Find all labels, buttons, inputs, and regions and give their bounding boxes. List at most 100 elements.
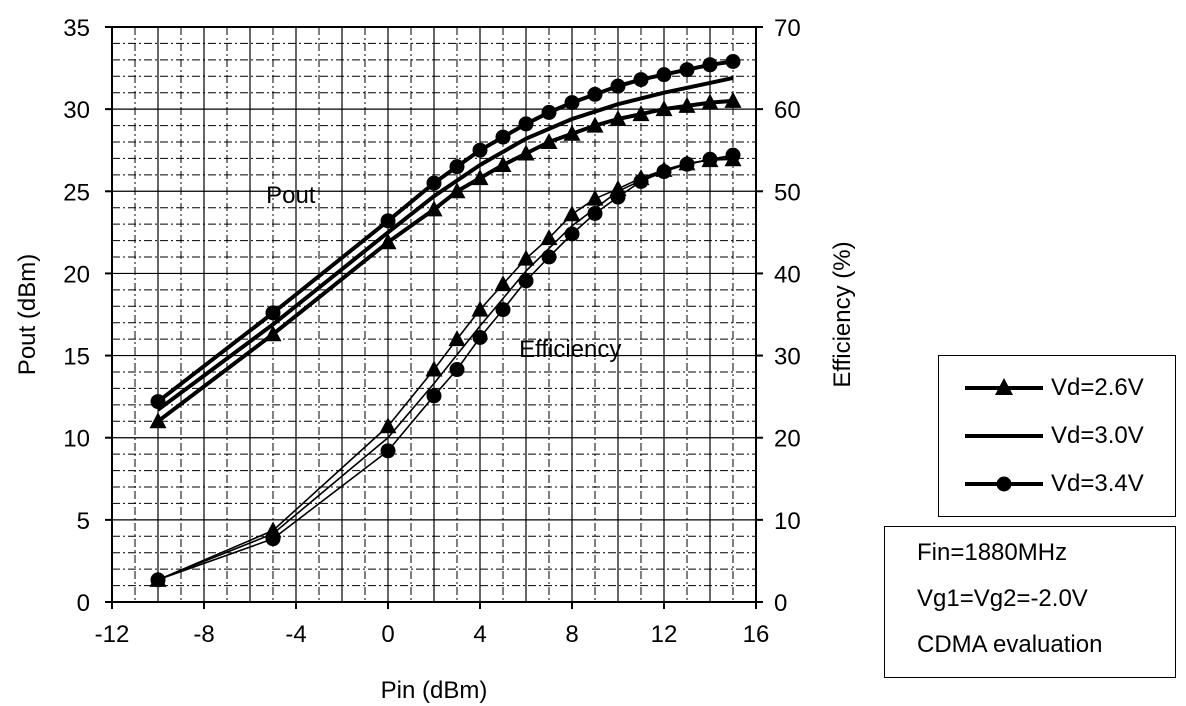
x-tick-label: 0 <box>381 621 394 648</box>
data-point-circle <box>449 362 465 378</box>
data-point-circle <box>380 443 396 459</box>
data-point-triangle <box>448 330 466 347</box>
x-tick-label: 16 <box>743 621 770 648</box>
data-point-triangle <box>471 169 489 186</box>
data-point-triangle <box>724 91 742 108</box>
data-point-circle <box>656 67 672 83</box>
data-point-circle <box>380 213 396 229</box>
circle-marker-icon <box>965 476 1043 492</box>
data-point-circle <box>472 142 488 158</box>
data-point-triangle <box>448 182 466 199</box>
y-left-tick-label: 0 <box>77 590 90 617</box>
data-point-circle <box>541 104 557 120</box>
data-point-circle <box>150 572 166 588</box>
series-line-efficiency-Vd-3-4V <box>157 154 734 581</box>
data-point-circle <box>679 156 695 172</box>
x-tick-label: -12 <box>95 621 130 648</box>
data-point-circle <box>426 388 442 404</box>
y-right-tick-label: 70 <box>774 15 801 42</box>
y-right-tick-label: 60 <box>774 97 801 124</box>
data-point-circle <box>518 116 534 132</box>
legend-label: Vd=3.4V <box>1051 470 1144 497</box>
data-point-triangle <box>678 96 696 113</box>
data-point-triangle <box>563 205 581 222</box>
data-point-triangle <box>494 156 512 172</box>
data-point-triangle <box>517 144 535 161</box>
data-point-circle <box>725 54 741 69</box>
line-marker-icon <box>965 434 1043 438</box>
data-point-circle <box>610 189 626 205</box>
data-point-triangle <box>586 189 604 206</box>
y-left-tick-label: 5 <box>77 508 90 535</box>
data-point-circle <box>564 95 580 111</box>
data-point-circle <box>702 57 718 73</box>
series-line-pout-Vd-3-0V <box>156 75 734 412</box>
data-point-triangle <box>379 233 397 250</box>
data-point-triangle <box>540 229 558 246</box>
data-point-circle <box>265 305 281 321</box>
condition-evaluation: CDMA evaluation <box>917 631 1103 658</box>
x-axis-title: Pin (dBm) <box>381 677 488 704</box>
y-right-tick-label: 40 <box>774 261 801 288</box>
data-point-circle <box>472 330 488 345</box>
data-point-triangle <box>425 360 443 377</box>
data-point-circle <box>587 205 603 221</box>
data-point-triangle <box>609 110 627 126</box>
data-point-circle <box>679 62 695 78</box>
data-point-circle <box>564 226 580 242</box>
data-point-triangle <box>425 200 443 217</box>
data-point-triangle <box>149 412 167 429</box>
legend-entry-vd-3-0: Vd=3.0V <box>939 416 1175 456</box>
data-point-circle <box>587 86 603 102</box>
y-right-tick-label: 30 <box>774 344 801 371</box>
data-point-triangle <box>264 325 282 342</box>
data-point-triangle <box>586 116 604 133</box>
condition-frequency: Fin=1880MHz <box>917 539 1068 566</box>
plot-frame <box>111 26 757 603</box>
data-point-circle <box>541 249 557 265</box>
legend: Vd=2.6V Vd=3.0V Vd=3.4V <box>938 355 1176 517</box>
x-tick-label: -4 <box>285 621 306 648</box>
data-point-triangle <box>494 275 512 292</box>
data-point-triangle <box>471 300 489 317</box>
annotation-pout: Pout <box>266 182 316 209</box>
y-right-tick-label: 20 <box>774 426 801 453</box>
data-point-triangle <box>632 105 650 122</box>
legend-label: Vd=3.0V <box>1051 422 1144 449</box>
data-point-circle <box>495 302 511 318</box>
condition-gate-bias: Vg1=Vg2=-2.0V <box>917 585 1088 612</box>
data-point-triangle <box>655 100 673 117</box>
x-tick-label: 8 <box>565 621 578 648</box>
data-point-circle <box>150 394 166 410</box>
y-left-tick-label: 15 <box>63 344 90 371</box>
data-point-circle <box>725 147 741 163</box>
data-point-circle <box>633 72 649 88</box>
data-point-circle <box>449 159 465 175</box>
y-left-tick-label: 20 <box>63 261 90 288</box>
data-point-circle <box>610 78 626 94</box>
data-point-circle <box>633 173 649 189</box>
data-point-circle <box>702 151 718 167</box>
data-point-triangle <box>563 124 581 141</box>
series-line-pout-Vd-2-6V <box>156 98 734 423</box>
data-point-circle <box>495 129 511 145</box>
x-tick-label: 4 <box>473 621 486 648</box>
series-line-efficiency-Vd-3-0V <box>157 156 734 581</box>
data-point-triangle <box>379 417 397 434</box>
y-left-tick-label: 25 <box>63 179 90 206</box>
y-left-tick-label: 30 <box>63 97 90 124</box>
legend-entry-vd-3-4: Vd=3.4V <box>939 464 1175 504</box>
y-right-tick-label: 50 <box>774 179 801 206</box>
legend-label: Vd=2.6V <box>1051 374 1144 401</box>
annotation-efficiency: Efficiency <box>519 336 621 363</box>
y-left-tick-label: 35 <box>63 15 90 42</box>
y-left-tick-label: 10 <box>63 426 90 453</box>
data-point-circle <box>656 164 672 180</box>
x-tick-label: -8 <box>193 621 214 648</box>
data-point-circle <box>518 273 534 289</box>
triangle-marker-icon <box>965 378 1043 395</box>
data-point-triangle <box>517 249 535 266</box>
data-point-circle <box>265 531 281 547</box>
data-point-circle <box>426 175 442 191</box>
